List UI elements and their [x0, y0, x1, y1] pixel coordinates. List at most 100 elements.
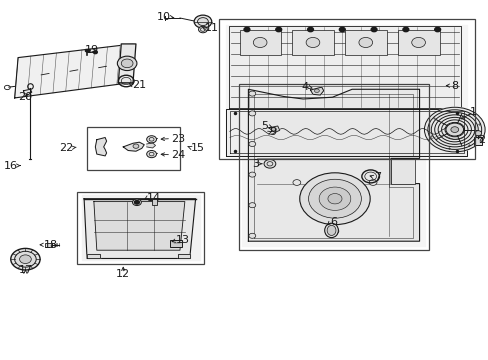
- Circle shape: [299, 173, 369, 225]
- Circle shape: [248, 111, 255, 116]
- Text: 6: 6: [329, 217, 336, 228]
- Circle shape: [314, 89, 319, 93]
- Circle shape: [15, 251, 36, 267]
- Circle shape: [450, 127, 458, 132]
- Bar: [397, 30, 439, 55]
- Text: 23: 23: [171, 134, 185, 144]
- Circle shape: [339, 27, 345, 32]
- Circle shape: [248, 233, 255, 238]
- Ellipse shape: [326, 225, 335, 235]
- Bar: [170, 240, 182, 247]
- Text: 17: 17: [19, 265, 32, 275]
- Polygon shape: [23, 89, 32, 95]
- Polygon shape: [225, 25, 466, 140]
- Text: 15: 15: [190, 143, 204, 153]
- Text: 8: 8: [450, 81, 457, 91]
- Polygon shape: [310, 87, 323, 95]
- Circle shape: [275, 27, 281, 32]
- Polygon shape: [84, 199, 195, 258]
- Circle shape: [198, 26, 207, 33]
- Circle shape: [445, 123, 463, 136]
- Bar: [473, 137, 481, 145]
- Polygon shape: [82, 195, 199, 260]
- Polygon shape: [268, 126, 279, 132]
- Circle shape: [197, 18, 208, 26]
- Circle shape: [368, 180, 376, 185]
- Circle shape: [319, 187, 350, 210]
- Bar: [87, 127, 180, 170]
- Circle shape: [194, 15, 211, 28]
- Circle shape: [292, 180, 300, 185]
- Polygon shape: [178, 254, 189, 258]
- Polygon shape: [94, 202, 184, 250]
- Bar: [239, 30, 281, 55]
- Bar: [292, 30, 333, 55]
- Text: 4: 4: [301, 82, 308, 92]
- Bar: [45, 243, 52, 247]
- Polygon shape: [95, 138, 106, 156]
- Text: 13: 13: [176, 235, 190, 246]
- Text: 2: 2: [477, 135, 484, 145]
- Circle shape: [370, 27, 376, 32]
- Bar: [238, 84, 428, 250]
- Bar: [84, 49, 89, 51]
- Circle shape: [358, 37, 372, 48]
- Bar: [151, 199, 157, 205]
- Circle shape: [474, 131, 481, 136]
- Circle shape: [253, 37, 266, 48]
- Text: 10: 10: [157, 12, 171, 22]
- Circle shape: [330, 228, 338, 234]
- Text: 7: 7: [373, 172, 381, 182]
- Circle shape: [244, 27, 249, 32]
- Text: 5: 5: [261, 121, 267, 131]
- Bar: [77, 192, 204, 264]
- Polygon shape: [146, 143, 155, 148]
- Circle shape: [305, 37, 319, 48]
- Circle shape: [434, 27, 440, 32]
- Text: 12: 12: [116, 269, 130, 279]
- Polygon shape: [424, 107, 484, 152]
- Circle shape: [411, 37, 425, 48]
- Circle shape: [121, 59, 133, 68]
- Circle shape: [264, 159, 275, 168]
- Circle shape: [132, 199, 141, 206]
- Text: 22: 22: [59, 143, 73, 153]
- Polygon shape: [87, 254, 100, 258]
- Text: 18: 18: [44, 240, 58, 250]
- Text: 3: 3: [252, 159, 259, 169]
- Text: 21: 21: [132, 80, 146, 90]
- Text: 14: 14: [146, 193, 161, 203]
- Polygon shape: [228, 26, 460, 108]
- Circle shape: [402, 27, 408, 32]
- Polygon shape: [15, 44, 133, 98]
- Circle shape: [271, 127, 276, 131]
- Text: 24: 24: [171, 150, 185, 160]
- Circle shape: [248, 91, 255, 96]
- Bar: [390, 159, 414, 184]
- Ellipse shape: [324, 223, 338, 238]
- Polygon shape: [225, 109, 466, 156]
- Circle shape: [11, 248, 40, 270]
- Circle shape: [248, 172, 255, 177]
- Circle shape: [308, 179, 361, 218]
- Circle shape: [20, 255, 31, 264]
- Text: 1: 1: [469, 107, 476, 117]
- Text: 16: 16: [3, 161, 18, 171]
- Polygon shape: [242, 86, 425, 246]
- Polygon shape: [123, 142, 144, 151]
- Text: 9: 9: [268, 127, 276, 138]
- Text: 19: 19: [85, 45, 99, 55]
- Polygon shape: [118, 44, 136, 83]
- Circle shape: [307, 27, 313, 32]
- Circle shape: [146, 136, 156, 143]
- Circle shape: [146, 150, 156, 158]
- Bar: [345, 30, 386, 55]
- Bar: [219, 19, 474, 159]
- Circle shape: [134, 201, 139, 204]
- Text: 20: 20: [19, 92, 32, 102]
- Circle shape: [117, 56, 137, 71]
- Circle shape: [248, 141, 255, 147]
- Circle shape: [133, 144, 139, 148]
- Circle shape: [327, 194, 341, 204]
- Polygon shape: [248, 89, 419, 241]
